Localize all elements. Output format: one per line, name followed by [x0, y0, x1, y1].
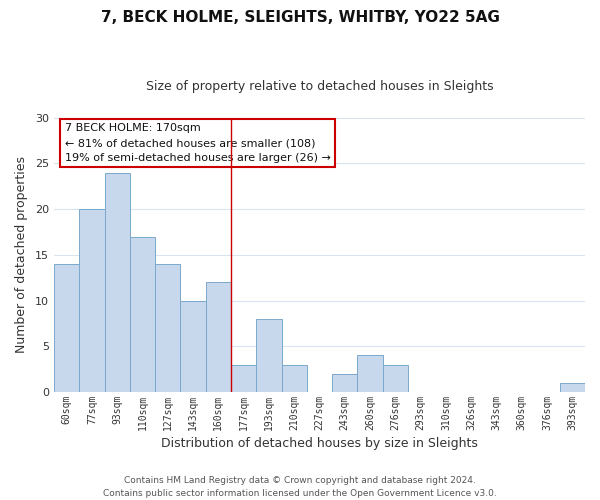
Title: Size of property relative to detached houses in Sleights: Size of property relative to detached ho… [146, 80, 493, 93]
Bar [181, 300, 206, 392]
Bar [206, 282, 231, 392]
Bar [383, 364, 408, 392]
Bar [155, 264, 181, 392]
Text: 7, BECK HOLME, SLEIGHTS, WHITBY, YO22 5AG: 7, BECK HOLME, SLEIGHTS, WHITBY, YO22 5A… [101, 10, 499, 25]
Text: Contains HM Land Registry data © Crown copyright and database right 2024.
Contai: Contains HM Land Registry data © Crown c… [103, 476, 497, 498]
Text: 7 BECK HOLME: 170sqm
← 81% of detached houses are smaller (108)
19% of semi-deta: 7 BECK HOLME: 170sqm ← 81% of detached h… [65, 124, 331, 163]
Bar [358, 356, 383, 392]
Bar [560, 383, 585, 392]
Y-axis label: Number of detached properties: Number of detached properties [15, 156, 28, 354]
Bar [79, 209, 104, 392]
Bar [332, 374, 358, 392]
Bar [130, 236, 155, 392]
Bar [281, 364, 307, 392]
Bar [256, 319, 281, 392]
X-axis label: Distribution of detached houses by size in Sleights: Distribution of detached houses by size … [161, 437, 478, 450]
Bar [104, 172, 130, 392]
Bar [231, 364, 256, 392]
Bar [54, 264, 79, 392]
